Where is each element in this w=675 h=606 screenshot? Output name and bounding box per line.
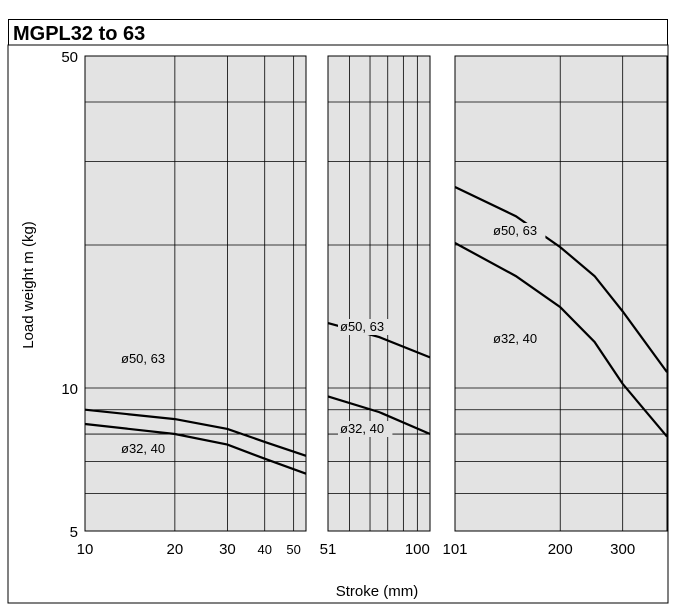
y-tick-label: 10 — [61, 381, 78, 398]
x-tick-label: 30 — [219, 541, 236, 558]
plot-area — [454, 55, 668, 532]
series-line — [454, 186, 668, 373]
y-tick-label: 5 — [70, 524, 78, 541]
series-label-bg — [338, 421, 393, 437]
series-label: ø50, 63 — [121, 351, 165, 366]
y-axis-label: Load weight m (kg) — [20, 221, 37, 349]
outer-border — [7, 44, 669, 604]
series-label: ø32, 40 — [340, 421, 384, 436]
x-tick-label: 101 — [442, 541, 467, 558]
x-tick-label: 200 — [548, 541, 573, 558]
panel-3: 101 200 300 ø50, 63 ø32, 40 — [442, 55, 668, 558]
x-tick-label: 20 — [167, 541, 184, 558]
x-tick-label: 10 — [77, 541, 94, 558]
series-label-bg — [491, 331, 546, 347]
x-axis-label: Stroke (mm) — [336, 583, 419, 600]
series-label: ø32, 40 — [121, 441, 165, 456]
y-axis: 50 10 5 — [61, 49, 78, 541]
series-label: ø50, 63 — [340, 319, 384, 334]
panel-1: 10 20 30 40 50 ø50, 63 ø32, 40 — [77, 55, 307, 558]
series-label: ø32, 40 — [493, 331, 537, 346]
x-tick-label: 51 — [320, 541, 337, 558]
series-label-bg — [491, 223, 546, 239]
series-label-bg — [119, 441, 174, 457]
chart-panels: 10 20 30 40 50 ø50, 63 ø32, 40 51 100 ø50, 63 ø32,… — [77, 55, 668, 558]
x-tick-label: 40 — [257, 542, 271, 557]
x-tick-label: 50 — [286, 542, 300, 557]
series-label: ø50, 63 — [493, 223, 537, 238]
series-line — [84, 422, 307, 475]
series-line — [454, 242, 668, 438]
panel-2: 51 100 ø50, 63 ø32, 40 — [320, 55, 431, 558]
y-tick-label: 50 — [61, 49, 78, 66]
plot-area — [84, 55, 307, 532]
x-tick-label: 100 — [405, 541, 430, 558]
series-label-bg — [119, 351, 174, 367]
series-line — [84, 408, 307, 457]
chart-title: MGPL32 to 63 — [8, 19, 668, 45]
series-label-bg — [338, 319, 393, 335]
series-line — [327, 395, 431, 436]
x-tick-label: 300 — [610, 541, 635, 558]
plot-area — [327, 55, 431, 532]
